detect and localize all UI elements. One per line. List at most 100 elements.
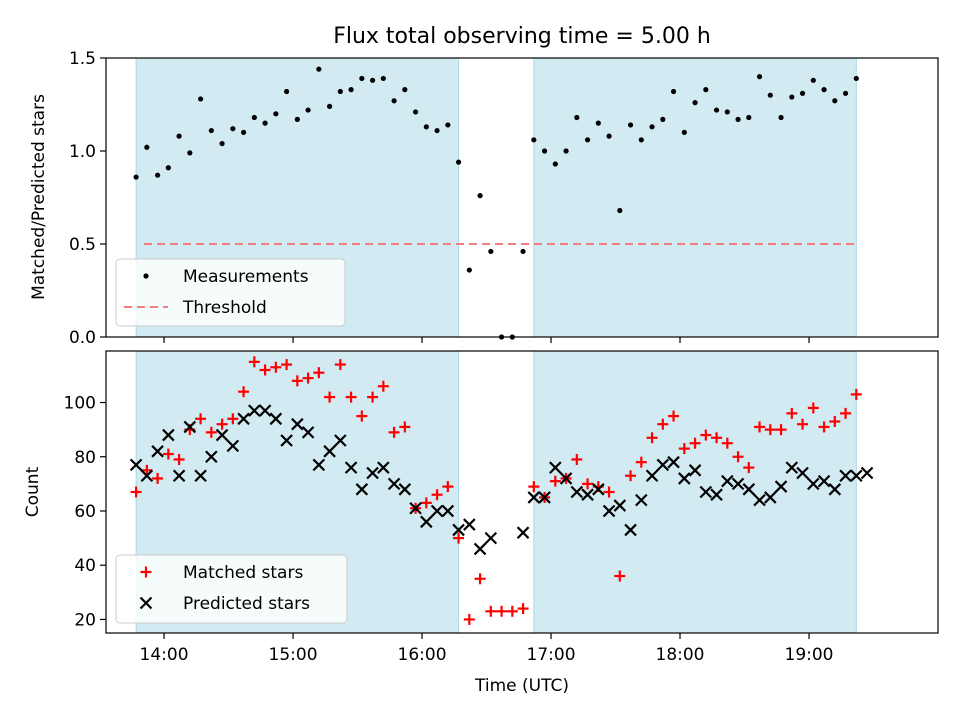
- matched-star-point: [399, 421, 411, 433]
- matched-star-point: [205, 426, 217, 438]
- count-legend: Matched stars Predicted stars: [115, 554, 348, 624]
- matched-star-point: [173, 453, 185, 465]
- matched-star-point: [367, 391, 379, 403]
- predicted-star-point: [624, 523, 637, 537]
- matched-star-point: [259, 364, 271, 376]
- measurement-point: [832, 98, 838, 104]
- predicted-star-point: [312, 458, 326, 472]
- measurement-point: [445, 122, 451, 128]
- ratio-y-tick-label: 0.0: [69, 328, 96, 348]
- predicted-star-point: [463, 518, 476, 531]
- count-y-tick-label: 80: [74, 448, 96, 468]
- measurement-point: [466, 267, 472, 273]
- measurement-point: [799, 90, 806, 96]
- chart-title: Flux total observing time = 5.00 h: [333, 24, 711, 49]
- predicted-star-point: [581, 488, 594, 501]
- predicted-star-point: [409, 501, 422, 515]
- predicted-star-point: [721, 474, 734, 488]
- matched-star-point: [850, 388, 862, 400]
- measurement-point: [477, 193, 483, 199]
- predicted-star-point: [151, 445, 164, 458]
- matched-star-point: [496, 605, 508, 617]
- measurement-point: [810, 77, 816, 83]
- predicted-star-point: [473, 542, 487, 556]
- measurement-point: [563, 148, 569, 154]
- predicted-star-point: [850, 469, 863, 483]
- matched-star-point: [689, 437, 701, 449]
- measurement-point: [574, 114, 580, 121]
- matched-star-point: [141, 464, 153, 476]
- predicted-star-point: [205, 450, 218, 464]
- predicted-star-point: [301, 426, 315, 439]
- count-legend-label: Predicted stars: [183, 594, 310, 614]
- matched-star-point: [549, 475, 561, 487]
- predicted-star-point: [635, 493, 648, 507]
- predicted-star-point: [764, 491, 777, 504]
- measurement-point: [208, 127, 214, 134]
- count-shaded-window-2: [533, 351, 857, 633]
- predicted-star-point: [796, 466, 809, 480]
- ratio-y-tick-label: 0.5: [69, 235, 96, 255]
- matched-star-point: [829, 416, 841, 427]
- matched-star-point: [356, 410, 368, 422]
- measurement-point: [724, 109, 730, 115]
- measurement-point: [746, 114, 752, 121]
- measurement-point: [541, 148, 548, 154]
- measurement-point: [369, 77, 376, 83]
- predicted-star-point: [592, 483, 605, 496]
- matched-star-point: [764, 424, 776, 436]
- predicted-star-point: [828, 483, 842, 496]
- predicted-star-point: [538, 491, 551, 504]
- matched-star-point: [797, 418, 809, 430]
- legend-predicted-marker: [139, 596, 153, 610]
- predicted-star-point: [215, 428, 229, 442]
- count-y-tick-label: 40: [74, 556, 96, 576]
- measurement-point: [133, 174, 139, 180]
- measurement-point: [326, 103, 333, 109]
- measurement-point: [627, 122, 634, 128]
- x-tick-label: 16:00: [398, 645, 447, 665]
- predicted-star-point: [441, 504, 455, 518]
- predicted-star-point: [839, 469, 852, 483]
- predicted-star-point: [484, 531, 498, 545]
- matched-star-point: [388, 426, 400, 438]
- predicted-star-point: [377, 461, 390, 474]
- predicted-star-point: [258, 404, 272, 417]
- predicted-star-point: [226, 439, 240, 453]
- measurement-point: [337, 88, 343, 95]
- x-tick-label: 19:00: [785, 645, 834, 665]
- matched-star-point: [313, 367, 325, 379]
- matched-star-point: [721, 437, 733, 449]
- count-y-tick-label: 100: [64, 394, 96, 414]
- ratio-legend: Measurements Threshold: [115, 258, 346, 327]
- ratio-legend-label: Threshold: [182, 298, 267, 318]
- matched-star-point: [291, 375, 303, 387]
- measurement-point: [176, 133, 182, 139]
- matched-star-point: [377, 380, 389, 392]
- ratio-y-tick-label: 1.5: [69, 49, 96, 69]
- predicted-star-point: [731, 477, 745, 491]
- predicted-star-point: [516, 526, 530, 539]
- measurement-point: [230, 126, 236, 132]
- x-tick-label: 15:00: [269, 645, 318, 665]
- measurement-point: [488, 248, 494, 255]
- x-tick-label: 18:00: [656, 645, 705, 665]
- measurement-point: [681, 129, 687, 135]
- predicted-star-point: [194, 469, 207, 483]
- matched-star-point: [270, 361, 282, 373]
- predicted-star-point: [753, 493, 766, 507]
- matched-star-point: [345, 391, 357, 403]
- predicted-star-point: [645, 469, 659, 483]
- matched-star-point: [646, 432, 658, 444]
- measurement-point: [552, 161, 558, 167]
- predicted-star-point: [678, 472, 691, 485]
- measurement-point: [305, 107, 311, 113]
- matched-star-point: [840, 407, 852, 419]
- measurement-point: [595, 120, 601, 126]
- measurement-point: [283, 88, 290, 95]
- measurement-point: [219, 140, 225, 147]
- predicted-star-point: [387, 477, 401, 491]
- measurement-point: [853, 75, 859, 82]
- predicted-star-point: [430, 504, 444, 518]
